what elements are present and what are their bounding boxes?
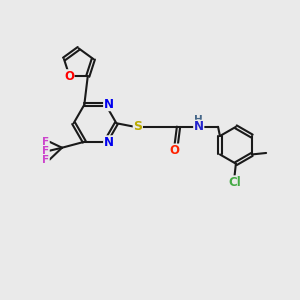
Text: F: F: [42, 137, 49, 147]
Text: N: N: [104, 98, 114, 111]
Text: N: N: [194, 120, 204, 133]
Text: F: F: [42, 154, 49, 165]
Text: S: S: [133, 120, 142, 133]
Text: N: N: [104, 136, 114, 149]
Text: O: O: [64, 70, 74, 83]
Text: O: O: [170, 144, 180, 157]
Text: F: F: [42, 146, 49, 156]
Text: H: H: [194, 115, 203, 125]
Text: Cl: Cl: [228, 176, 241, 189]
